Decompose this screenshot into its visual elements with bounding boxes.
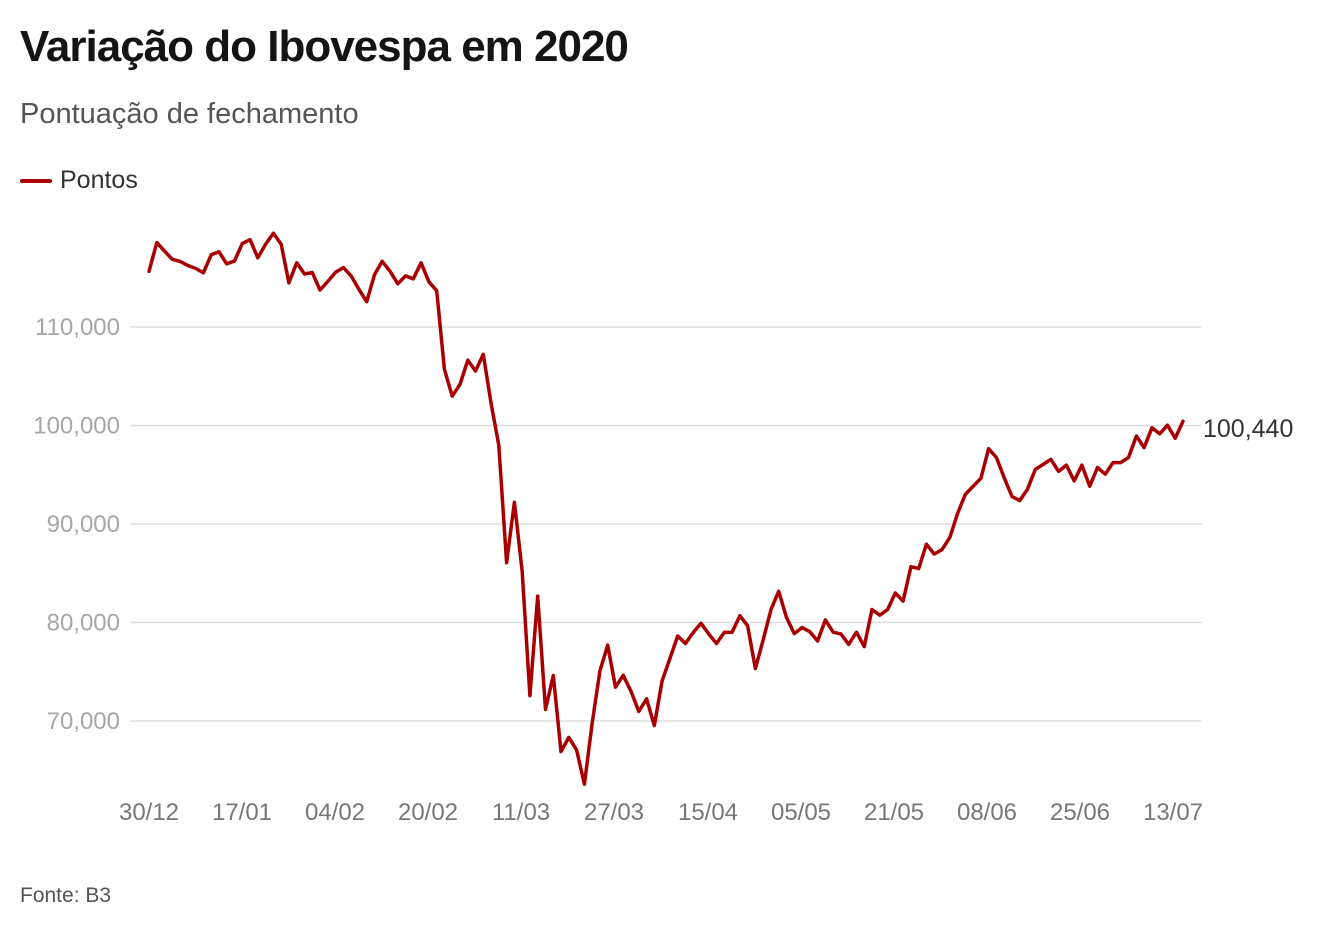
legend: Pontos xyxy=(20,166,138,195)
x-tick-label: 27/03 xyxy=(584,799,644,826)
x-axis: 30/12 17/01 04/02 20/02 11/03 27/03 15/04 05/05… xyxy=(119,799,1203,826)
y-tick-label: 70,000 xyxy=(47,708,120,735)
line-chart: 70,000 80,000 90,000 100,000 110,000 30/12 17… xyxy=(33,231,1293,826)
x-tick-label: 21/05 xyxy=(864,799,924,826)
x-tick-label: 11/03 xyxy=(492,799,550,826)
y-tick-label: 80,000 xyxy=(47,610,120,637)
x-tick-label: 05/05 xyxy=(771,799,831,826)
x-tick-label: 20/02 xyxy=(398,799,458,826)
end-value-label: 100,440 xyxy=(1203,415,1293,443)
x-tick-label: 25/06 xyxy=(1050,799,1110,826)
x-tick-label: 30/12 xyxy=(119,799,179,826)
series-group xyxy=(147,231,1185,787)
source-note: Fonte: B3 xyxy=(20,884,112,907)
y-tick-label: 90,000 xyxy=(47,511,120,538)
x-tick-label: 08/06 xyxy=(957,799,1017,826)
x-tick-label: 15/04 xyxy=(678,799,738,826)
y-axis: 70,000 80,000 90,000 100,000 110,000 xyxy=(33,314,120,735)
x-tick-label: 13/07 xyxy=(1143,799,1203,826)
series-line-pontos xyxy=(147,231,1185,787)
legend-swatch xyxy=(20,178,52,183)
legend-label-pontos: Pontos xyxy=(60,166,138,194)
y-tick-label: 100,000 xyxy=(33,413,120,440)
chart-title: Variação do Ibovespa em 2020 xyxy=(20,22,629,71)
x-tick-label: 17/01 xyxy=(212,799,272,826)
y-tick-label: 110,000 xyxy=(35,314,120,341)
x-tick-label: 04/02 xyxy=(305,799,365,826)
chart-subtitle: Pontuação de fechamento xyxy=(20,98,359,130)
gridlines xyxy=(130,326,1202,722)
